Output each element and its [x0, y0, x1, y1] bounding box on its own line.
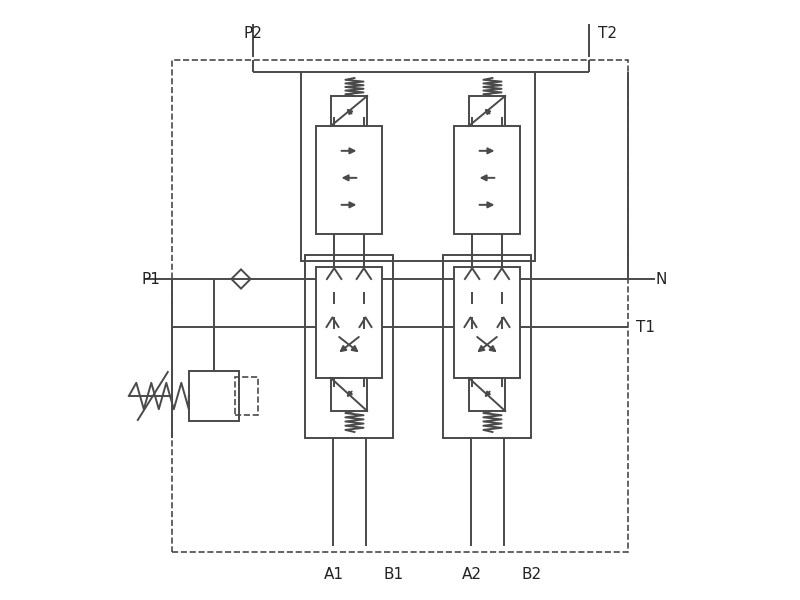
- Bar: [469, 96, 505, 126]
- Bar: [301, 72, 535, 261]
- Text: A1: A1: [324, 568, 344, 582]
- Bar: [454, 126, 520, 234]
- Bar: [454, 267, 520, 378]
- Bar: [331, 378, 367, 411]
- Text: T1: T1: [637, 319, 655, 335]
- Text: N: N: [655, 271, 666, 286]
- Bar: [306, 255, 393, 438]
- Bar: [316, 126, 382, 234]
- Text: P1: P1: [142, 271, 161, 286]
- Text: A2: A2: [462, 568, 482, 582]
- Bar: [316, 267, 382, 378]
- Bar: [235, 377, 258, 415]
- Bar: [189, 371, 239, 421]
- Text: B2: B2: [522, 568, 542, 582]
- Bar: [331, 96, 367, 126]
- Text: T2: T2: [598, 25, 617, 40]
- Text: P2: P2: [243, 25, 262, 40]
- Bar: [443, 255, 531, 438]
- Bar: [172, 60, 628, 552]
- Text: B1: B1: [384, 568, 404, 582]
- Bar: [469, 378, 505, 411]
